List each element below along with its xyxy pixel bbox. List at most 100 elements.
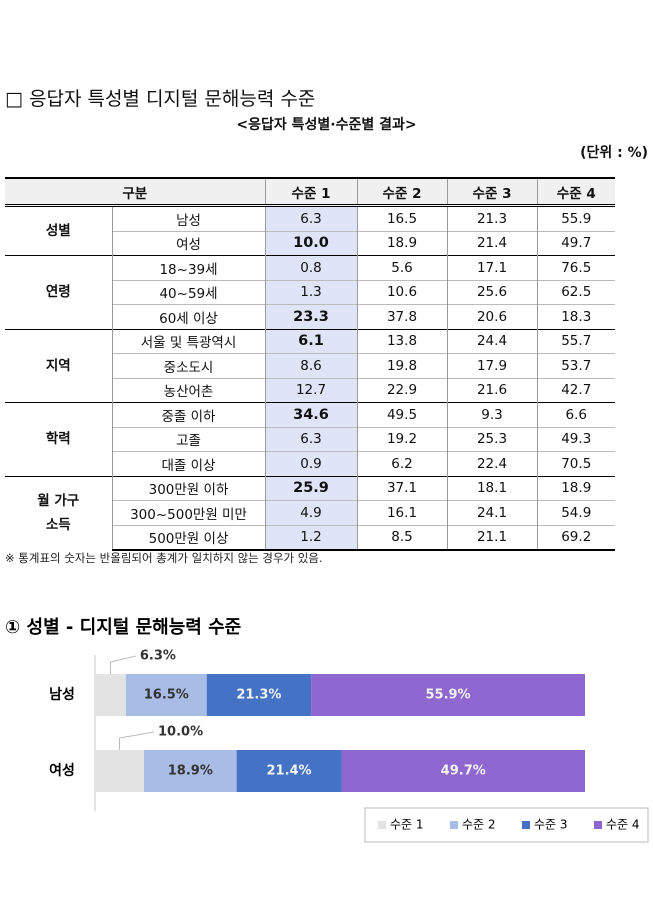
cell: 9.3 (446, 402, 538, 427)
cell: 1.3 (264, 279, 358, 305)
cell: 6.6 (536, 402, 615, 427)
row-label: 40~59세 (112, 279, 266, 305)
cell: 16.5 (356, 205, 448, 231)
legend-swatch (522, 821, 530, 829)
column-header: 구분 (5, 177, 266, 207)
value-label: 49.7% (441, 764, 486, 779)
value-label: 21.3% (236, 688, 281, 703)
cell: 18.9 (356, 230, 448, 256)
row-label: 60세 이상 (112, 304, 266, 329)
table-row: 월 가구 소득 300만원 이하 25.9 37.1 18.1 18.9 (5, 475, 615, 550)
cell: 16.1 (356, 500, 448, 525)
cell: 10.6 (356, 279, 448, 305)
row-label: 중졸 이하 (111, 402, 266, 427)
cell: 6.1 (264, 328, 358, 354)
table-row: 연령 18~39세 0.8 5.6 17.1 76.5 (5, 255, 615, 329)
value-label: 18.9% (168, 764, 213, 779)
cell: 13.8 (356, 328, 448, 354)
table-row: 대졸 이상 0.9 6.2 22.4 70.5 (5, 451, 615, 476)
cell: 18.1 (446, 475, 538, 501)
row-label: 300~500만원 미만 (112, 500, 266, 525)
bar-segment (206, 674, 312, 716)
cell: 23.3 (264, 304, 358, 329)
cell: 21.4 (446, 230, 538, 256)
table-row: 지역 서울 및 특광역시 6.1 13.8 24.4 55.7 (5, 328, 615, 403)
bar-segment (95, 674, 126, 716)
cell: 42.7 (536, 377, 615, 403)
table-row: 여성 10.0 18.9 21.4 49.7 (5, 230, 615, 256)
group-label-line: 소득 (45, 517, 71, 534)
legend-label: 수준 1 (390, 818, 424, 832)
bar-segment (341, 750, 585, 792)
category-label: 남성 (49, 686, 75, 703)
cell: 22.4 (446, 451, 538, 476)
cell: 17.9 (446, 353, 538, 378)
cell: 70.5 (536, 451, 615, 476)
row-label: 여성 (112, 230, 266, 256)
row-label: 농산어촌 (112, 377, 266, 403)
cell: 21.6 (446, 377, 538, 403)
cell: 21.1 (446, 524, 538, 551)
group-label: 성별 (5, 205, 113, 256)
group-label: 학력 (5, 402, 113, 476)
row-label: 서울 및 특광역시 (111, 328, 266, 354)
footnote: ※ 통계표의 숫자는 반올림되어 총계가 일치하지 않는 경우가 있음. (5, 551, 323, 565)
cell: 49.5 (356, 402, 448, 427)
column-header: 수준 3 (446, 177, 538, 207)
cell: 20.6 (446, 304, 538, 329)
bar-segment (95, 750, 144, 792)
cell: 55.9 (536, 205, 615, 231)
group-label: 연령 (5, 255, 113, 329)
bar-segment (311, 674, 585, 716)
page-title: □ 응답자 특성별 디지털 문해능력 수준 (5, 88, 316, 110)
row-label: 300만원 이하 (111, 475, 266, 501)
cell: 49.7 (536, 230, 615, 256)
table-caption: <응답자 특성별·수준별 결과> (236, 117, 417, 133)
table-row: 60세 이상 23.3 37.8 20.6 18.3 (5, 304, 615, 329)
value-label: 10.0% (158, 725, 203, 740)
row-label: 18~39세 (111, 255, 266, 280)
cell: 1.2 (264, 524, 358, 551)
table-row: 500만원 이상 1.2 8.5 21.1 69.2 (5, 524, 615, 551)
table-row: 중소도시 8.6 19.8 17.9 53.7 (5, 353, 615, 378)
table-body: 성별 남성 6.3 16.5 21.3 55.9 여성 10.0 18.9 21.4 49.7 연령 1… (5, 205, 615, 551)
leader-line (119, 731, 155, 750)
cell: 37.8 (356, 304, 448, 329)
legend-swatch (450, 821, 458, 829)
table-row: 고졸 6.3 19.2 25.3 49.3 (5, 426, 615, 452)
value-label: 55.9% (425, 688, 470, 703)
table-row: 300~500만원 미만 4.9 16.1 24.1 54.9 (5, 500, 615, 525)
group-label-line: 성별 (45, 223, 71, 239)
cell: 6.3 (264, 426, 358, 452)
cell: 19.2 (356, 426, 448, 452)
cell: 25.6 (446, 279, 538, 305)
cell: 62.5 (536, 279, 615, 305)
cell: 76.5 (536, 255, 615, 280)
cell: 22.9 (356, 377, 448, 403)
group-label: 지역 (5, 328, 113, 403)
cell: 21.3 (446, 205, 538, 231)
results-table: 구분 수준 1 수준 2 수준 3 수준 4 성별 남성 6.3 16.5 21.3 55.9 여성… (5, 177, 615, 551)
bar-segment (125, 674, 207, 716)
leader-line (109, 655, 136, 674)
group-label-line: 지역 (45, 357, 71, 374)
chart-title: ① 성별 - 디지털 문해능력 수준 (5, 617, 241, 638)
cell: 24.4 (446, 328, 538, 354)
bar-segment (144, 750, 237, 792)
cell: 34.6 (264, 402, 358, 427)
cell: 24.1 (446, 500, 538, 525)
cell: 49.3 (536, 426, 615, 452)
cell: 69.2 (536, 524, 615, 551)
table-row: 40~59세 1.3 10.6 25.6 62.5 (5, 279, 615, 305)
cell: 54.9 (536, 500, 615, 525)
unit-label: (단위 : %) (580, 145, 648, 161)
cell: 18.3 (536, 304, 615, 329)
value-label: 21.4% (266, 764, 311, 779)
group-label-line: 학력 (45, 431, 71, 448)
table-row: 학력 중졸 이하 34.6 49.5 9.3 6.6 (5, 402, 615, 476)
group-label: 월 가구 소득 (5, 475, 113, 550)
cell: 0.8 (264, 255, 358, 280)
value-label: 6.3% (140, 649, 176, 664)
table-row: 성별 남성 6.3 16.5 21.3 55.9 (5, 205, 615, 256)
cell: 0.9 (264, 451, 358, 476)
